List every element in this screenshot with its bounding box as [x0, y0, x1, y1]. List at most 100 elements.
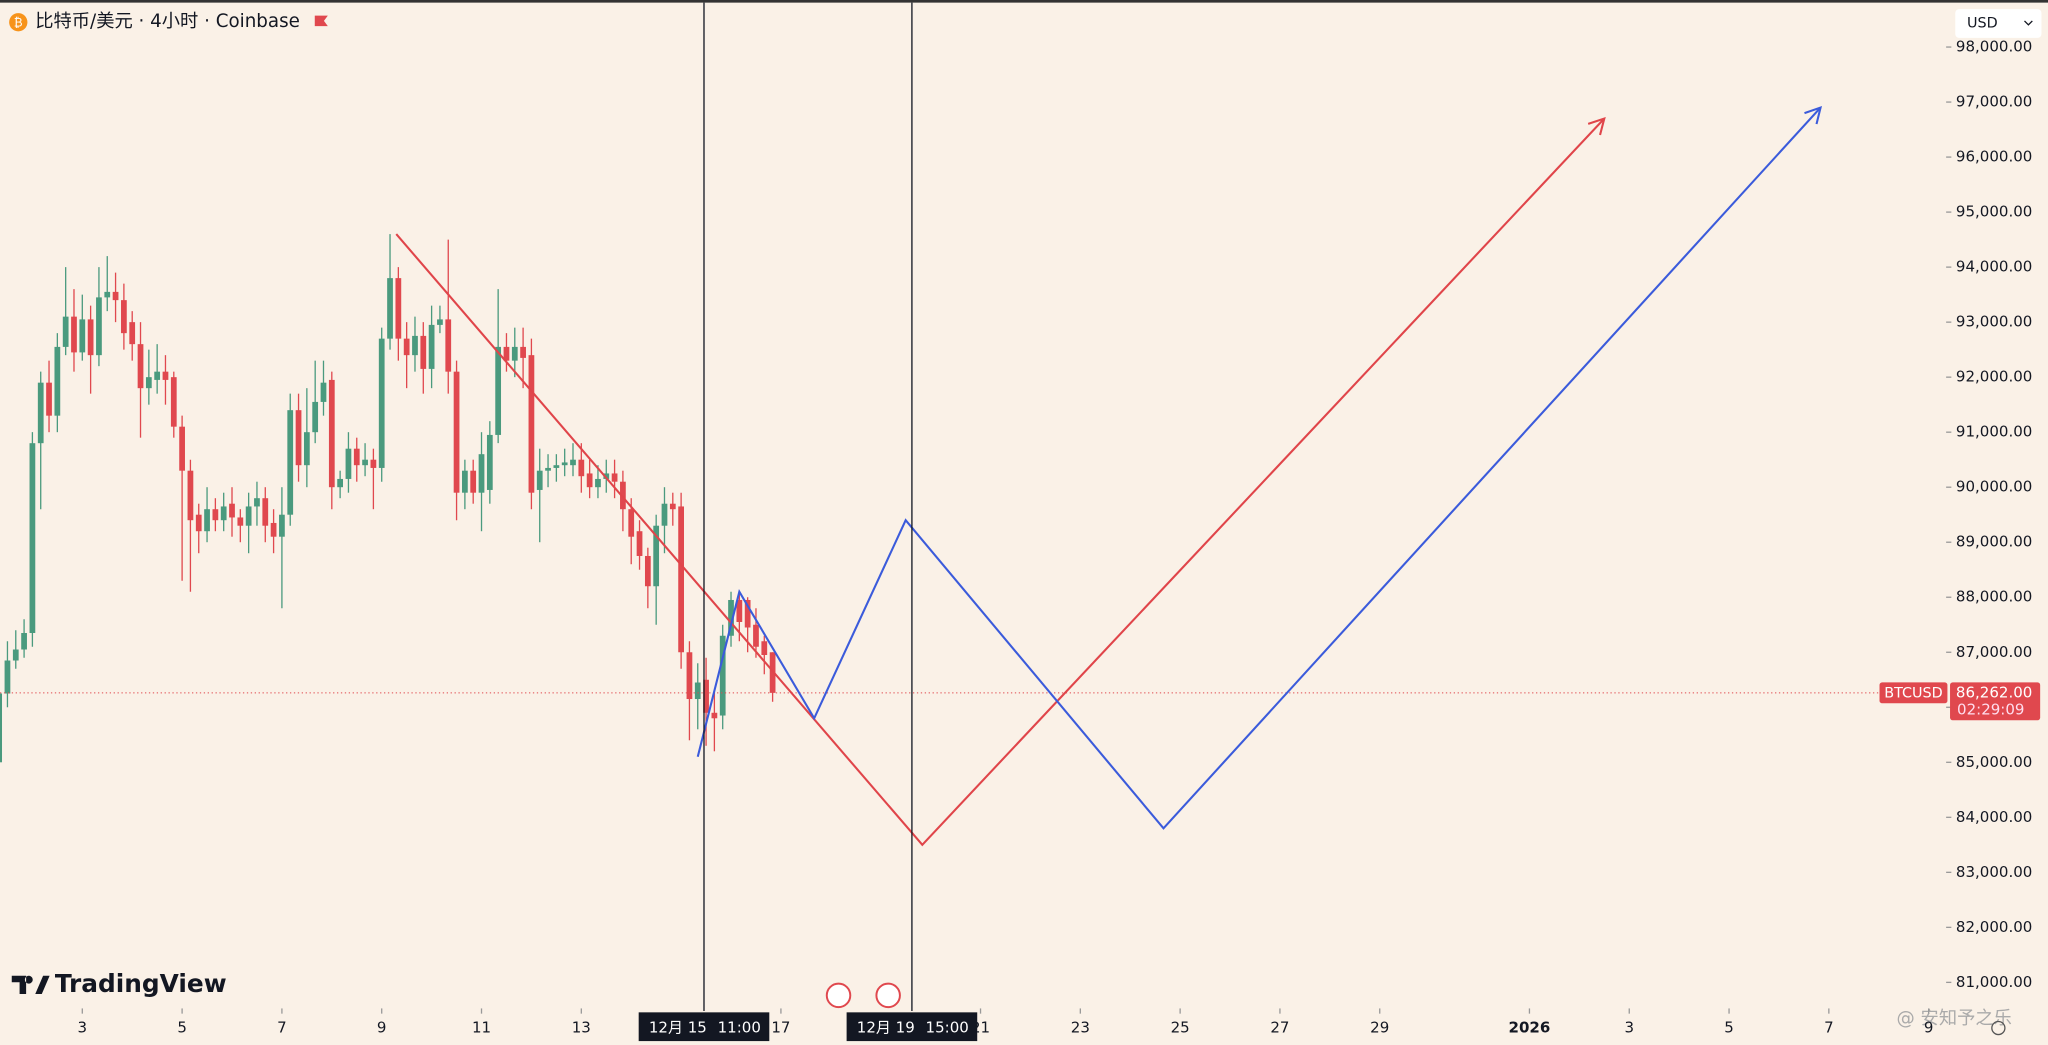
crosshair-date: 12月 19	[857, 1019, 915, 1037]
candle-body	[112, 291, 119, 301]
currency-selector[interactable]	[1955, 9, 2042, 38]
candle-body	[154, 371, 161, 380]
candle-body	[237, 517, 244, 526]
crosshair-time: 15:00	[926, 1019, 969, 1037]
y-tick-label: 93,000.00	[1956, 313, 2032, 331]
candle-body	[661, 503, 668, 526]
candle-body	[678, 506, 684, 653]
candle-body	[62, 316, 69, 347]
candle-body	[378, 338, 385, 468]
dropdown-caret	[2024, 20, 2033, 26]
candle-body	[428, 324, 435, 369]
candle-body	[270, 522, 277, 537]
x-tick-label: 3	[1624, 1019, 1634, 1037]
candle-body	[644, 555, 651, 587]
candle-body	[636, 531, 643, 556]
y-tick-label: 90,000.00	[1956, 478, 2032, 496]
y-tick-label: 98,000.00	[1956, 38, 2032, 56]
candle-body	[104, 291, 111, 298]
candle-body	[212, 509, 219, 521]
candle-body	[445, 319, 452, 372]
coin-symbol: ₿	[14, 15, 23, 29]
candle-body	[229, 503, 235, 518]
candle-body	[520, 346, 526, 358]
candle-body	[179, 426, 185, 471]
y-tick-label: 94,000.00	[1956, 258, 2032, 276]
candle-body	[4, 660, 11, 694]
candle-body	[628, 509, 635, 537]
x-tick-label: 7	[1824, 1019, 1834, 1037]
x-tick-label: 13	[572, 1019, 591, 1037]
x-tick-label: 27	[1270, 1019, 1289, 1037]
candle-body	[653, 525, 660, 587]
candle-body	[79, 319, 86, 353]
candle-body	[312, 401, 319, 433]
y-tick-label: 95,000.00	[1956, 203, 2032, 221]
candle-body	[711, 712, 718, 719]
flag-icon[interactable]	[314, 15, 328, 27]
candle-body	[328, 379, 335, 488]
y-tick-label: 83,000.00	[1956, 863, 2032, 881]
settings-icon[interactable]	[1991, 1020, 2006, 1036]
x-tick-label: 23	[1071, 1019, 1090, 1037]
candle-body	[703, 679, 709, 713]
y-tick-label: 89,000.00	[1956, 533, 2032, 551]
candle-body	[170, 377, 177, 427]
coin-icon	[9, 13, 28, 32]
candle-body	[736, 599, 743, 622]
y-tick-label: 81,000.00	[1956, 973, 2032, 991]
candle-body	[337, 478, 344, 488]
candle-body	[686, 652, 693, 700]
x-tick-label: 29	[1370, 1019, 1389, 1037]
y-tick-label: 85,000.00	[1956, 753, 2032, 771]
candle-body	[420, 335, 427, 369]
symbol-title: 比特币/美元 · 4小时 · Coinbase	[35, 11, 300, 32]
trend-drawing	[395, 117, 1606, 847]
crosshair-tag	[846, 1012, 978, 1042]
candle-body	[586, 473, 593, 488]
candle-body	[129, 322, 136, 345]
candle-body	[470, 470, 477, 493]
candle-body	[121, 300, 127, 334]
candle-body	[561, 462, 568, 466]
candle-body	[462, 470, 468, 493]
candle-body	[137, 344, 144, 389]
watermark: @ 安知予之乐	[1896, 1008, 2011, 1029]
event-icon[interactable]	[875, 982, 901, 1009]
candle-body	[303, 432, 310, 466]
candle-body	[570, 459, 576, 466]
candle-body	[495, 346, 502, 435]
x-tick-label: 5	[177, 1019, 187, 1037]
candle-body	[511, 346, 518, 361]
candle-body	[345, 448, 352, 479]
candle-body	[37, 382, 44, 444]
price-tag	[1950, 682, 2041, 721]
x-tick-label: 5	[1724, 1019, 1734, 1037]
candle-body	[362, 459, 368, 466]
brand-logo	[11, 975, 50, 995]
candle-body	[478, 454, 485, 493]
candle-body	[603, 473, 610, 479]
x-tick-label: 25	[1171, 1019, 1190, 1037]
x-tick-label: 17	[771, 1019, 790, 1037]
candle-body	[21, 633, 27, 650]
y-tick-label: 82,000.00	[1956, 918, 2032, 936]
brand-name: TradingView	[55, 969, 227, 998]
candle-body	[719, 635, 726, 716]
crosshair-date: 12月 15	[649, 1019, 707, 1037]
candle-body	[204, 509, 210, 532]
candle-body	[503, 346, 510, 361]
arrow-head	[1587, 116, 1606, 136]
event-icon[interactable]	[825, 982, 852, 1009]
candle-body	[254, 498, 260, 507]
candle-body	[744, 599, 751, 628]
candle-body	[245, 506, 252, 526]
currency-label[interactable]: USD	[1967, 16, 1998, 32]
candle-body	[262, 498, 269, 526]
x-tick-label: 9	[1924, 1019, 1934, 1037]
y-tick-label: 92,000.00	[1956, 368, 2032, 386]
candle-body	[370, 459, 377, 468]
